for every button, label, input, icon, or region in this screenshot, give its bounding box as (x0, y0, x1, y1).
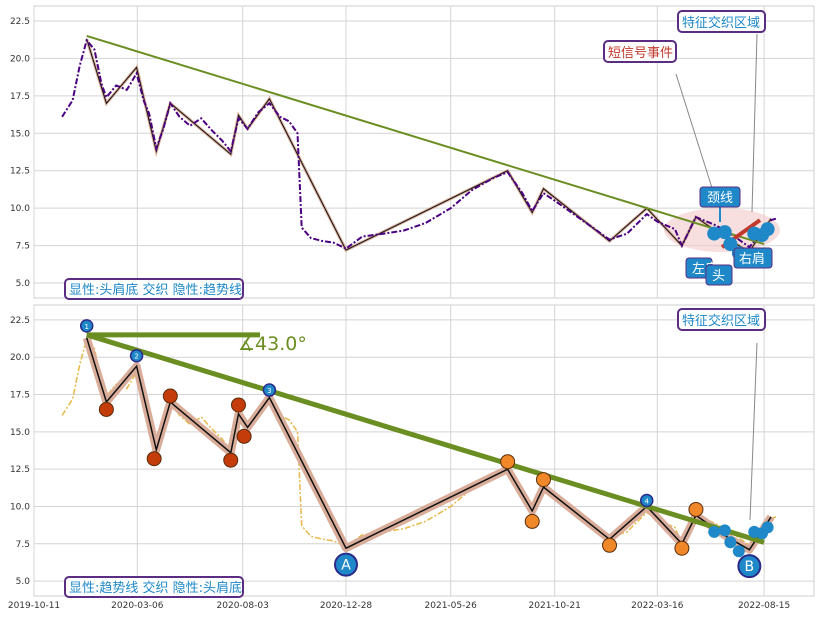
zone-arrow (751, 33, 758, 213)
y-tick-label: 20.0 (10, 353, 30, 363)
panel-top: 5.0 7.5 10.0 12.5 15.0 17.5 20.0 22.5 (10, 5, 815, 299)
hs-point (760, 222, 775, 237)
zone-arrow-bottom (749, 342, 758, 521)
pivot-marker (535, 472, 551, 488)
bottom-intersect-zone-box: 特征交织区域 (677, 308, 766, 331)
pivot-marker (146, 451, 162, 467)
pivot-marker (98, 401, 114, 417)
neckline-box: 颈线 (699, 186, 741, 208)
zone-marker (737, 554, 762, 579)
numbered-point-label: 3 (267, 387, 271, 395)
hs-point-bottom (718, 524, 731, 537)
price-series-line (61, 38, 777, 250)
pivot-marker (223, 452, 239, 468)
angle-label: ∡43.0° (238, 333, 307, 355)
y-tick-label: 20.0 (10, 54, 30, 64)
x-tick-label: 2020-03-06 (111, 601, 164, 611)
hs-point-bottom (708, 525, 721, 538)
head-label: 头 (712, 269, 725, 284)
neckline-label: 颈线 (707, 191, 733, 206)
bottom-intersect-zone-label: 特征交织区域 (682, 313, 760, 329)
numbered-point (262, 383, 277, 397)
zone-marker-label: B (745, 559, 755, 575)
numbered-point (129, 348, 144, 363)
plot-area (33, 304, 815, 597)
y-tick-label: 17.5 (10, 92, 30, 102)
top-bottom-label-box: 显性:头肩底 交织 隐性:趋势线 (64, 278, 244, 300)
hs-point-bottom (724, 536, 737, 549)
x-tick-label: 2019-10-11 (8, 601, 60, 611)
y-tick-label: 22.5 (10, 316, 30, 326)
x-tick-label: 2021-05-26 (425, 601, 478, 611)
plot-area (33, 5, 815, 299)
y-tick-label: 15.0 (10, 129, 30, 139)
pivot-marker (236, 428, 252, 444)
panel-bottom: 5.0 7.5 10.0 12.5 15.0 17.5 20.0 22.5 2019-10-11… (8, 304, 815, 611)
short-signal-box: 短信号事件 (603, 40, 677, 63)
numbered-point-label: 2 (134, 353, 138, 361)
pivot-marker (230, 397, 246, 413)
hs-point-bottom (732, 545, 745, 558)
hs-point (707, 226, 722, 241)
top-intersect-zone-label: 特征交织区域 (682, 15, 760, 31)
numbered-point-label: 1 (84, 323, 88, 331)
y-tick-label: 15.0 (10, 428, 30, 438)
head-box: 头 (705, 264, 733, 286)
y-tick-label: 7.5 (16, 540, 30, 550)
hs-point (723, 237, 738, 252)
y-tick-label: 5.0 (16, 577, 31, 587)
x-tick-label: 2021-10-21 (529, 601, 581, 611)
zone-marker-label: A (341, 558, 351, 574)
y-tick-label: 22.5 (10, 17, 30, 27)
pivot-marker (688, 501, 704, 517)
trend-line-bottom (85, 332, 765, 545)
x-tick-label: 2022-08-15 (738, 601, 790, 611)
pivot-marker (500, 454, 516, 470)
pivot-marker (162, 388, 178, 404)
zone-marker (334, 552, 358, 577)
x-tick-label: 2022-03-16 (631, 601, 684, 611)
numbered-point-label: 4 (645, 497, 650, 505)
y-tick-label: 5.0 (16, 279, 31, 289)
top-pattern-label: 显性:头肩底 交织 隐性:趋势线 (69, 282, 242, 298)
numbered-point (640, 493, 654, 508)
trend-line (86, 34, 765, 246)
signal-arrow (675, 73, 713, 189)
x-tick-label: 2020-12-28 (320, 601, 373, 611)
pivot-marker (524, 513, 540, 529)
x-tick-label: 2020-08-03 (217, 601, 269, 611)
y-tick-label: 10.0 (10, 204, 30, 214)
numbered-point (79, 319, 94, 333)
pivot-marker (602, 537, 618, 553)
hs-point-bottom (761, 521, 774, 534)
y-tick-label: 12.5 (10, 167, 30, 177)
y-tick-label: 7.5 (16, 242, 30, 252)
y-tick-label: 12.5 (10, 465, 30, 475)
right-shoulder-box: 右肩 (733, 247, 773, 269)
y-tick-label: 10.0 (10, 502, 30, 512)
pivot-marker (674, 540, 690, 556)
annotations: 显性:头肩底 交织 隐性:趋势线 特征交织区域 短信号事件 颈线 左肩 头 右肩 (64, 10, 773, 598)
short-signal-label: 短信号事件 (608, 46, 673, 61)
right-shoulder-label: 右肩 (739, 251, 765, 267)
y-tick-label: 17.5 (10, 391, 30, 401)
top-intersect-zone-box: 特征交织区域 (677, 10, 766, 33)
hs-point (717, 225, 732, 240)
bottom-pattern-label: 显性:趋势线 交织 隐性:头肩底 (69, 580, 242, 596)
bottom-bottom-label-box: 显性:趋势线 交织 隐性:头肩底 (64, 576, 244, 598)
